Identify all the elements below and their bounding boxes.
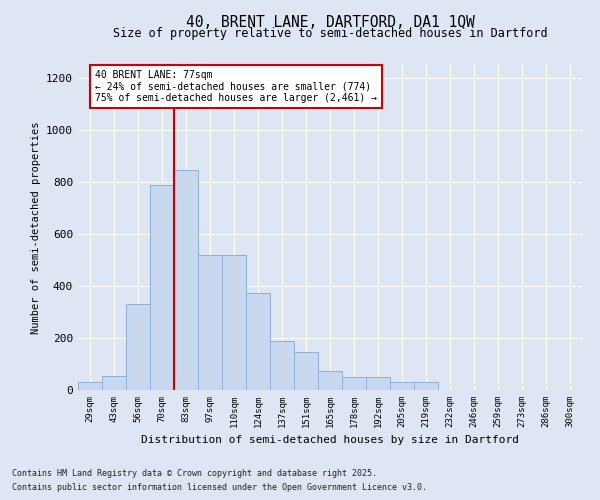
Bar [150, 184, 174, 390]
Bar [294, 352, 318, 390]
Bar [174, 170, 198, 390]
Text: Contains public sector information licensed under the Open Government Licence v3: Contains public sector information licen… [12, 484, 427, 492]
Bar [126, 304, 150, 390]
Bar [342, 377, 366, 390]
Text: 40 BRENT LANE: 77sqm
← 24% of semi-detached houses are smaller (774)
75% of semi: 40 BRENT LANE: 77sqm ← 24% of semi-detac… [95, 70, 377, 103]
Bar [414, 382, 438, 390]
Text: 40, BRENT LANE, DARTFORD, DA1 1QW: 40, BRENT LANE, DARTFORD, DA1 1QW [185, 15, 475, 30]
Bar [222, 255, 246, 390]
Y-axis label: Number of semi-detached properties: Number of semi-detached properties [31, 121, 41, 334]
Text: Contains HM Land Registry data © Crown copyright and database right 2025.: Contains HM Land Registry data © Crown c… [12, 468, 377, 477]
Bar [318, 370, 342, 390]
X-axis label: Distribution of semi-detached houses by size in Dartford: Distribution of semi-detached houses by … [141, 436, 519, 446]
Bar [246, 292, 270, 390]
Bar [78, 382, 102, 390]
Text: Size of property relative to semi-detached houses in Dartford: Size of property relative to semi-detach… [113, 28, 547, 40]
Bar [390, 382, 414, 390]
Bar [102, 376, 126, 390]
Bar [366, 377, 390, 390]
Bar [198, 255, 222, 390]
Bar [270, 340, 294, 390]
